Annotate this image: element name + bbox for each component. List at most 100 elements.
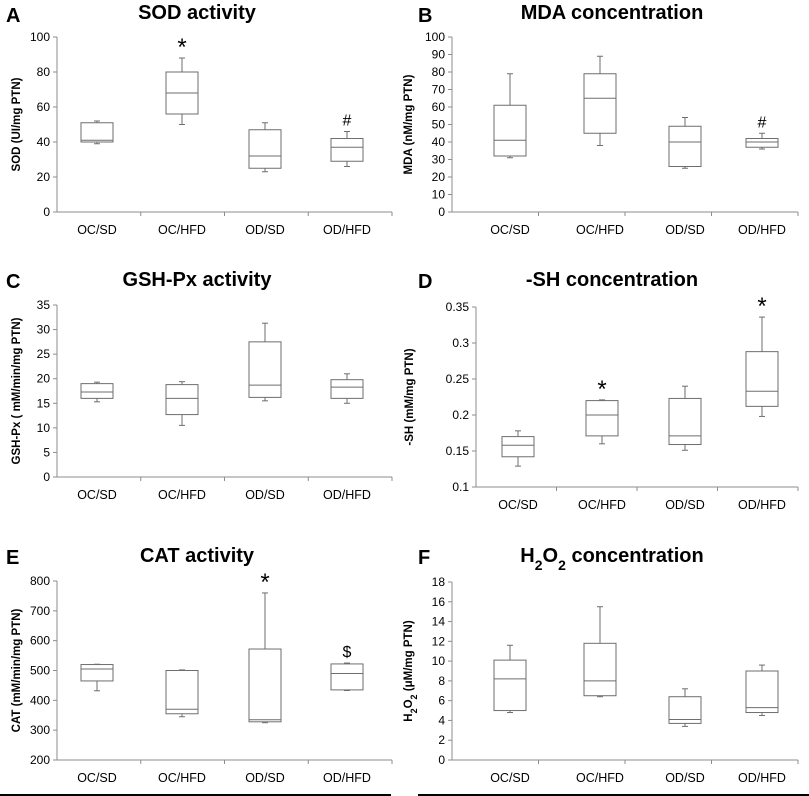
x-tick-label: OD/HFD — [323, 488, 371, 502]
box-od-hfd: # — [745, 114, 779, 150]
significance-marker: * — [757, 293, 766, 320]
x-tick-label: OD/SD — [245, 488, 285, 502]
y-tick-label: 0.1 — [452, 480, 469, 494]
y-tick-label: 0 — [43, 205, 50, 219]
x-tick-label: OD/SD — [245, 223, 285, 237]
x-tick-label: OC/SD — [490, 223, 530, 237]
panel-label: E — [6, 547, 19, 569]
x-tick-label: OC/SD — [490, 771, 530, 785]
y-axis-label: H2O2 (μM/mg PTN) — [403, 620, 419, 722]
text-part: H — [403, 713, 415, 721]
box-iqr — [585, 400, 619, 437]
box-od-hfd — [330, 373, 364, 404]
y-tick-label: 0.3 — [452, 336, 469, 350]
box-oc-hfd — [165, 381, 199, 426]
x-tick-label: OC/HFD — [576, 771, 624, 785]
subscript: 2 — [558, 557, 566, 573]
chart-title: SOD activity — [138, 2, 257, 24]
y-tick-label: 800 — [30, 574, 50, 588]
y-tick-label: 12 — [432, 634, 446, 648]
box-iqr — [583, 73, 617, 134]
y-tick-label: 40 — [432, 135, 446, 149]
y-tick-label: 10 — [432, 188, 446, 202]
panel-b: B MDA concentration MDA (nM/mg PTN) 0 10 20 30… — [403, 2, 799, 237]
box-iqr — [80, 383, 114, 399]
significance-marker: # — [758, 114, 767, 131]
box-oc-sd — [501, 430, 535, 467]
y-axis-label: -SH (mM/mg PTN) — [404, 348, 416, 445]
y-tick-label: 8 — [438, 674, 445, 688]
panel-e: E CAT activity CAT (mM/min/mg PTN) 200 300 40… — [6, 545, 393, 785]
box-iqr — [501, 436, 535, 458]
box-od-sd: * — [248, 569, 282, 724]
y-tick-label: 0 — [43, 470, 50, 484]
y-tick-label: 0.15 — [446, 444, 470, 458]
y-tick-label: 40 — [37, 135, 51, 149]
significance-marker: * — [597, 376, 606, 403]
y-tick-label: 0.35 — [446, 300, 470, 314]
y-tick-label: 600 — [30, 634, 50, 648]
box-oc-sd — [80, 120, 114, 145]
y-tick-label: 18 — [432, 575, 446, 589]
y-tick-label: 10 — [432, 654, 446, 668]
y-tick-label: 70 — [432, 83, 446, 97]
box-od-sd — [668, 117, 702, 169]
y-axis-label: CAT (mM/min/mg PTN) — [11, 608, 23, 732]
box-iqr — [583, 642, 617, 697]
x-tick-label: OD/HFD — [323, 771, 371, 785]
panel-label: A — [6, 5, 20, 27]
y-tick-label: 50 — [432, 118, 446, 132]
y-tick-label: 90 — [432, 48, 446, 62]
x-tick-label: OD/HFD — [738, 498, 786, 512]
x-tick-label: OC/SD — [77, 223, 117, 237]
y-tick-label: 0 — [438, 205, 445, 219]
y-tick-label: 60 — [432, 100, 446, 114]
box-iqr — [493, 659, 527, 712]
x-tick-label: OD/SD — [245, 771, 285, 785]
y-tick-label: 20 — [37, 372, 51, 386]
y-tick-label: 5 — [43, 445, 50, 459]
box-iqr — [80, 664, 114, 682]
y-tick-label: 80 — [37, 65, 51, 79]
box-od-sd — [668, 385, 702, 451]
y-tick-label: 30 — [37, 323, 51, 337]
y-tick-label: 4 — [438, 713, 445, 727]
y-tick-label: 100 — [30, 30, 50, 44]
box-iqr — [248, 341, 282, 398]
y-tick-label: 700 — [30, 604, 50, 618]
box-od-hfd: $ — [330, 644, 364, 691]
x-tick-label: OD/HFD — [323, 223, 371, 237]
box-oc-sd — [493, 644, 527, 714]
y-tick-label: 200 — [30, 753, 50, 767]
box-iqr — [80, 122, 114, 143]
x-tick-label: OC/HFD — [578, 498, 626, 512]
box-oc-sd — [493, 73, 527, 159]
x-tick-label: OC/HFD — [158, 488, 206, 502]
panel-a: A SOD activity SOD (UI/mg PTN) 0 20 40 60 80 100… — [6, 2, 393, 237]
box-iqr — [330, 379, 364, 399]
box-iqr — [745, 670, 779, 714]
y-axis-label: MDA (nM/mg PTN) — [403, 74, 415, 174]
box-iqr — [330, 663, 364, 691]
box-iqr — [668, 125, 702, 167]
significance-marker: $ — [343, 644, 352, 661]
chart-title: GSH-Px activity — [123, 269, 273, 291]
box-oc-hfd — [583, 55, 617, 146]
box-iqr — [330, 138, 364, 162]
panel-d: D -SH concentration -SH (mM/mg PTN) 0.1 0.15… — [404, 269, 799, 512]
panel-label: F — [418, 547, 430, 569]
y-tick-label: 20 — [37, 170, 51, 184]
box-oc-hfd: * — [585, 376, 619, 445]
chart-title: CAT activity — [140, 545, 255, 567]
box-od-sd — [248, 322, 282, 402]
y-tick-label: 0.2 — [452, 408, 469, 422]
box-oc-hfd: * — [165, 34, 199, 125]
box-oc-sd — [80, 381, 114, 403]
y-tick-label: 300 — [30, 723, 50, 737]
y-tick-label: 35 — [37, 298, 51, 312]
y-tick-label: 60 — [37, 100, 51, 114]
text-part: (μM/mg PTN) — [403, 620, 415, 694]
subscript: 2 — [535, 557, 543, 573]
chart-title: -SH concentration — [526, 269, 698, 291]
